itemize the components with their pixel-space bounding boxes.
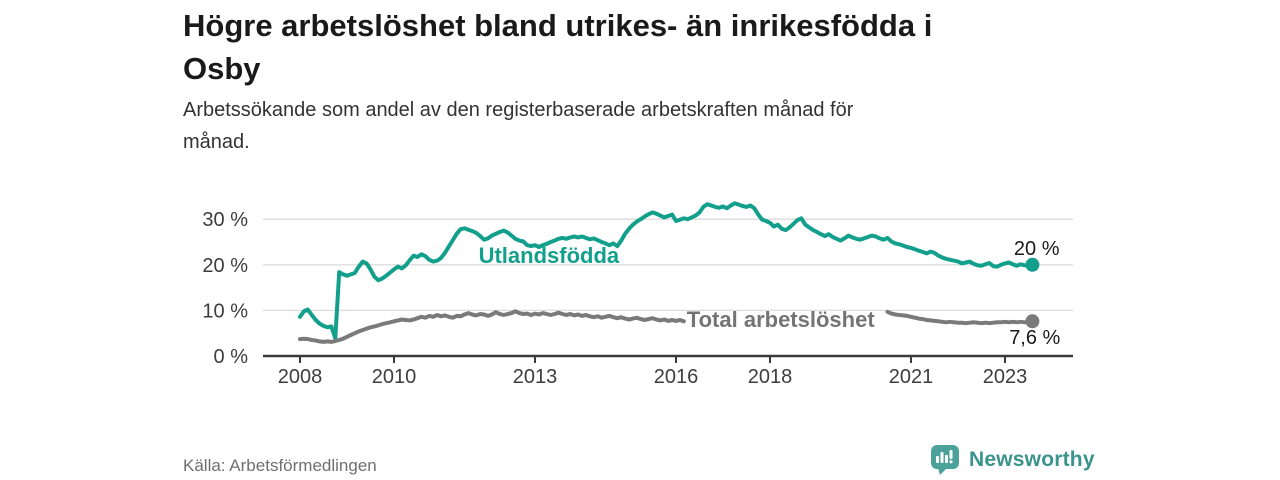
x-tick-label: 2016 bbox=[654, 366, 699, 388]
series-label: Total arbetslöshet bbox=[687, 307, 876, 332]
chart-title: Högre arbetslöshet bland utrikes- än inr… bbox=[183, 4, 932, 90]
chart-subtitle-line-1: Arbetssökande som andel av den registerb… bbox=[183, 99, 854, 121]
source-note: Källa: Arbetsförmedlingen bbox=[183, 456, 377, 475]
x-tick-label: 2023 bbox=[983, 366, 1028, 388]
chart-title-line-1: Högre arbetslöshet bland utrikes- än inr… bbox=[183, 8, 933, 43]
series-line-teal bbox=[298, 201, 1035, 341]
newsworthy-logo: Newsworthy bbox=[930, 444, 1095, 476]
series-end-dot bbox=[1025, 257, 1040, 272]
y-tick-label: 30 % bbox=[202, 209, 248, 231]
line-chart: 2008 2010 2013 2016 2018 2021 2023 0 % 10 % 20 % 3… bbox=[202, 201, 1073, 388]
series-line-gray bbox=[298, 309, 686, 344]
x-tick-label: 2013 bbox=[513, 366, 558, 388]
chart-area: 2008 2010 2013 2016 2018 2021 2023 0 % 10 % 20 % 3… bbox=[180, 185, 1130, 400]
y-tick-label: 10 % bbox=[202, 300, 248, 322]
end-value-label: 7,6 % bbox=[1009, 327, 1060, 349]
x-tick-label: 2010 bbox=[372, 366, 417, 388]
chart-title-line-2: Osby bbox=[183, 51, 261, 86]
end-value-label: 20 % bbox=[1014, 238, 1060, 260]
chart-subtitle-line-2: månad. bbox=[183, 131, 250, 153]
x-tick-label: 2008 bbox=[278, 366, 323, 388]
series-end-dot bbox=[1025, 314, 1040, 329]
x-tick-label: 2021 bbox=[889, 366, 934, 388]
y-tick-label: 20 % bbox=[202, 255, 248, 277]
x-tick-label: 2018 bbox=[748, 366, 793, 388]
series-label: Utlandsfödda bbox=[479, 243, 620, 268]
y-tick-label: 0 % bbox=[214, 346, 249, 368]
series-line-gray bbox=[885, 309, 1035, 326]
chart-subtitle: Arbetssökande som andel av den registerb… bbox=[183, 94, 853, 158]
newsworthy-wordmark: Newsworthy bbox=[969, 448, 1095, 471]
newsworthy-icon bbox=[931, 445, 959, 475]
